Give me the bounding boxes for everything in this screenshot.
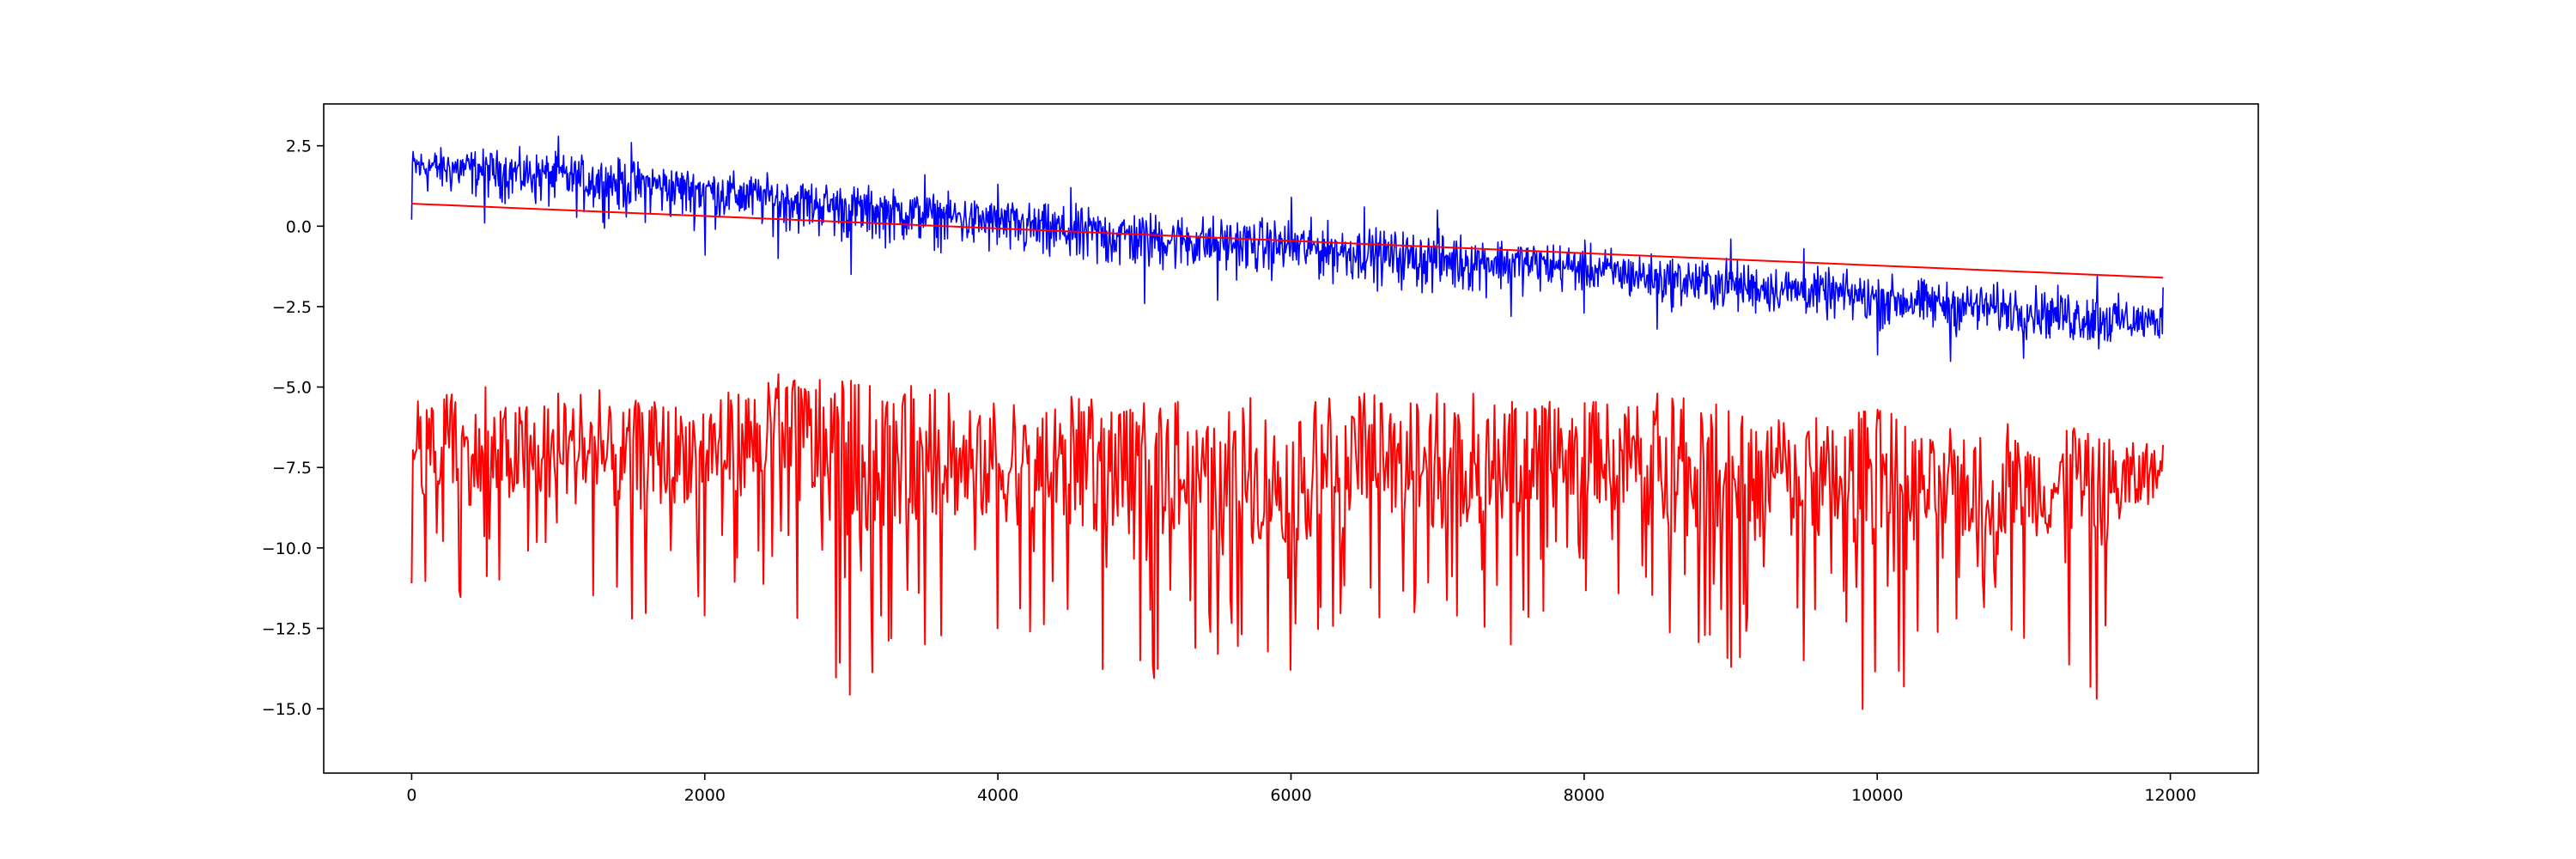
- y-axis: 2.5 0.0 −2.5 −5.0 −7.5 −10.0 −12.5 −15.0: [262, 137, 324, 719]
- red-signal-series: [410, 373, 2165, 710]
- y-tick-label: −2.5: [272, 298, 312, 317]
- y-tick-label: −10.0: [262, 539, 312, 558]
- x-tick-label: 12000: [2144, 786, 2196, 805]
- trend-line: [411, 203, 2164, 279]
- x-tick-label: 10000: [1851, 786, 1903, 805]
- x-tick-label: 0: [406, 786, 416, 805]
- y-tick-label: −7.5: [272, 459, 312, 478]
- y-tick-label: −5.0: [272, 379, 312, 398]
- x-axis: 0 2000 4000 6000 8000 10000 12000: [406, 773, 2196, 805]
- y-tick-label: 2.5: [286, 137, 312, 156]
- x-tick-label: 2000: [684, 786, 726, 805]
- plot-area: [323, 103, 2259, 774]
- y-tick-label: −12.5: [262, 619, 312, 638]
- y-tick-label: −15.0: [262, 700, 312, 719]
- y-tick-label: 0.0: [286, 217, 312, 236]
- x-tick-label: 8000: [1564, 786, 1605, 805]
- x-tick-label: 4000: [977, 786, 1018, 805]
- blue-signal-series: [410, 135, 2164, 362]
- x-tick-label: 6000: [1270, 786, 1311, 805]
- series-layer: [410, 135, 2165, 710]
